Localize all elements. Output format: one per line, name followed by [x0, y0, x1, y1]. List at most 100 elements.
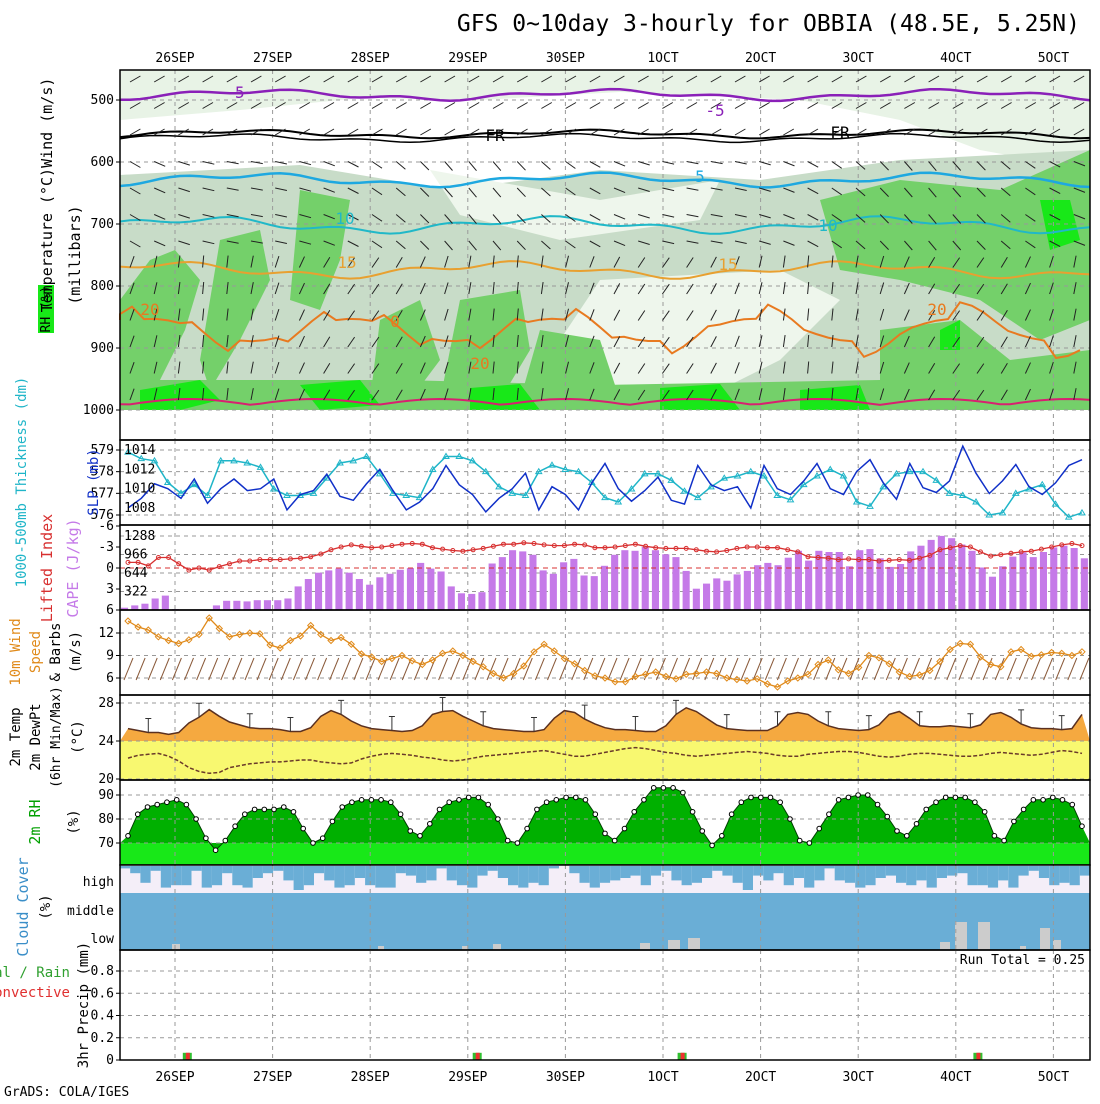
thickness-point [508, 489, 517, 496]
thickness-point [972, 498, 980, 505]
thickness-point [1064, 513, 1073, 520]
rh-point [709, 842, 715, 849]
wind-barb [1024, 388, 1031, 401]
wind-barb [492, 128, 504, 136]
top-date-label: 26SEP [155, 51, 194, 66]
rh-fill-90 [800, 385, 870, 410]
wind10-barb [474, 657, 485, 681]
temp-label-a: 2m Temp [8, 707, 24, 766]
high-cloud-bar [967, 866, 978, 886]
cape-bar [386, 573, 394, 610]
wind-barb [952, 128, 964, 136]
temp-minmax-bar [865, 715, 872, 730]
temp-label-c: (6hr Min/Max) [49, 686, 64, 788]
rh2m-unit: (%) [66, 809, 82, 834]
high-cloud-bar [1028, 866, 1039, 871]
cape-bar [151, 598, 159, 610]
low-cloud-bar [955, 922, 967, 950]
wind-barb [686, 187, 699, 191]
li-point [815, 555, 821, 560]
high-cloud-bar [354, 866, 365, 878]
wind-barb [347, 310, 356, 321]
wind10-barb [631, 657, 642, 681]
wind10-barb [268, 657, 279, 681]
wind-barb [904, 75, 916, 83]
wind-barb [492, 161, 502, 171]
wind10-barb [1006, 657, 1017, 681]
temp-minmax-bar [196, 702, 202, 718]
wind-barb [904, 187, 913, 198]
thickness-point [534, 467, 543, 475]
cape-bar [141, 603, 149, 610]
isotherms [119, 87, 1091, 406]
high-cloud-bar [977, 866, 988, 886]
wind10-barb [764, 657, 775, 681]
upper-tick-label: 1000 [83, 403, 114, 418]
wind-speed-point [662, 672, 670, 681]
rh-point [592, 811, 599, 818]
wind-barb [976, 187, 986, 197]
wind-barb [638, 187, 650, 192]
wind-speed-point [651, 668, 660, 676]
wind-barb [879, 361, 885, 374]
cape-bar [223, 600, 231, 610]
top-date-label: 30SEP [546, 51, 585, 66]
wind10-barb [534, 657, 545, 681]
wind-barb [613, 161, 626, 167]
wind-barb [976, 75, 988, 83]
precip-convective-bar [185, 1052, 190, 1060]
wind-barb [613, 240, 626, 247]
high-cloud-bar [926, 866, 937, 888]
wind-barb [516, 334, 519, 348]
li-point [1069, 541, 1075, 546]
temp-minmax-bar [439, 697, 446, 712]
wind-barb [1073, 335, 1077, 348]
cloud-unit: (%) [38, 894, 54, 919]
wind-barb [492, 361, 495, 374]
wind-speed-point [205, 614, 213, 622]
high-cloud-bar [426, 866, 437, 881]
wind-speed-point [1078, 648, 1086, 656]
cape-bar [468, 593, 476, 610]
li-point [978, 549, 983, 555]
temp-minmax-bar [1058, 715, 1065, 730]
cape-bar [856, 550, 864, 610]
high-cloud-bar [1069, 866, 1080, 886]
wind-barb [879, 388, 885, 401]
cape-bar [651, 550, 659, 610]
high-cloud-bar [640, 866, 651, 886]
wind-barb [903, 388, 910, 401]
rh-point [524, 825, 530, 832]
wind10-barb [123, 657, 134, 681]
high-cloud-bar [293, 866, 304, 890]
wind-barb [782, 335, 786, 348]
wind-barb [492, 335, 495, 348]
rh-point [446, 799, 453, 806]
thickness-label: 1000-500mb Thickness (dm) [14, 377, 30, 588]
slp-label: SLP (mb) [86, 448, 102, 515]
rh-point [631, 809, 638, 815]
wind-barb [710, 214, 723, 218]
cape-bar [825, 552, 833, 610]
wind-barb [129, 309, 135, 321]
thickness-point [919, 467, 927, 475]
wind-barb [710, 389, 717, 401]
li-point [227, 561, 232, 567]
wind-barb [637, 257, 646, 268]
wind-barb [783, 161, 795, 167]
li-point [805, 554, 811, 560]
thickness-point [601, 493, 609, 501]
rh-point [573, 794, 579, 801]
wind-barb [250, 255, 254, 268]
wind-barb [275, 214, 288, 218]
cape-bar [488, 563, 496, 610]
wind-speed-point [174, 639, 183, 648]
wind-barb [395, 102, 407, 109]
rh-point [806, 840, 813, 846]
cape-bar [1019, 552, 1027, 610]
thickness-point [746, 467, 755, 475]
wind-barb [153, 75, 165, 83]
wind-barb [444, 214, 453, 224]
high-cloud-bar [742, 866, 753, 890]
wind-barb [178, 187, 190, 193]
